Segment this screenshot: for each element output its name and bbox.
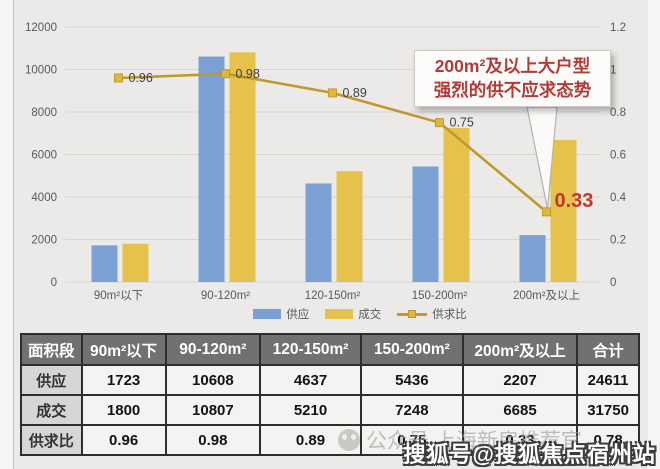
svg-text:0.4: 0.4 (610, 192, 627, 204)
svg-text:0.96: 0.96 (129, 71, 153, 85)
svg-text:0.98: 0.98 (236, 67, 260, 81)
table-cell: 10608 (164, 364, 262, 396)
deals-swatch-icon (325, 309, 354, 319)
legend-label-deals: 成交 (358, 309, 382, 321)
svg-text:0.6: 0.6 (610, 150, 626, 162)
svg-text:8000: 8000 (31, 107, 57, 119)
table-cell: 7248 (359, 394, 464, 426)
svg-text:200m²及以上: 200m²及以上 (513, 289, 580, 302)
table-row-supply: 供应 1723 10608 4637 5436 2207 24611 (20, 364, 640, 396)
svg-text:0.8: 0.8 (610, 107, 626, 119)
table-cell: 31750 (576, 394, 640, 426)
table-cell: 10807 (164, 394, 262, 426)
svg-text:1: 1 (610, 65, 616, 77)
svg-text:4000: 4000 (31, 192, 57, 204)
table-cell: 1723 (80, 364, 167, 396)
table-cell: 4637 (259, 364, 362, 396)
ratio-line-swatch-icon (397, 309, 428, 319)
supply-swatch-icon (253, 309, 282, 319)
legend-item-supply: 供应 (253, 306, 309, 322)
svg-text:6000: 6000 (31, 150, 57, 162)
table-cell: 0.78 (576, 424, 640, 456)
header-area-segment: 面积段 (20, 333, 83, 366)
svg-text:0.89: 0.89 (343, 86, 367, 100)
row-label-deals: 成交 (20, 394, 83, 426)
annotation-line2: 强烈的供不应求态势 (433, 79, 592, 100)
header-120-150: 120-150m² (259, 333, 362, 366)
svg-text:0: 0 (610, 277, 616, 289)
svg-text:150-200m²: 150-200m² (412, 290, 468, 302)
table-cell: 0.98 (164, 424, 262, 456)
annotation-line1: 200m²及以上大户型 (434, 56, 591, 77)
svg-text:0.2: 0.2 (610, 235, 626, 247)
supply-demand-chart: 0 2000 4000 6000 8000 10000 12000 0 0.2 0.4 0.6 0.8… (25, 22, 627, 302)
header-under-90: 90m²以下 (80, 333, 167, 366)
table-cell: 5436 (359, 364, 464, 396)
header-150-200: 150-200m² (359, 333, 464, 366)
table-cell: 0.33 (461, 424, 579, 456)
chart-legend: 供应 成交 供求比 (170, 304, 550, 324)
table-cell: 2207 (461, 364, 579, 396)
svg-text:0: 0 (51, 277, 57, 289)
svg-text:90-120m²: 90-120m² (201, 290, 250, 302)
table-cell: 5210 (259, 394, 362, 426)
svg-text:90m²以下: 90m²以下 (94, 289, 143, 302)
callout-annotation: 200m²及以上大户型 强烈的供不应求态势 (414, 50, 611, 107)
svg-text:10000: 10000 (25, 65, 57, 77)
svg-text:0.75: 0.75 (450, 116, 474, 130)
table-cell: 0.96 (80, 424, 167, 456)
legend-item-deals: 成交 (325, 306, 381, 322)
panda-logo-icon (338, 429, 360, 451)
table-header-row: 面积段 90m²以下 90-120m² 120-150m² 150-200m² … (20, 333, 640, 366)
header-over-200: 200m²及以上 (461, 333, 579, 366)
legend-label-supply: 供应 (286, 309, 310, 321)
header-total: 合计 (576, 333, 640, 366)
row-label-supply: 供应 (20, 364, 83, 396)
watermark-wechat-text: 公众号 上海新房推荐官 (366, 430, 582, 453)
svg-text:120-150m²: 120-150m² (305, 290, 361, 302)
watermark-sohu: 搜狐号@搜狐焦点宿州站 (403, 442, 656, 467)
svg-text:0.33: 0.33 (555, 190, 594, 212)
header-90-120: 90-120m² (164, 333, 262, 366)
svg-text:12000: 12000 (25, 22, 57, 34)
row-label-ratio: 供求比 (20, 424, 83, 456)
table-cell: 0.75 (359, 424, 464, 456)
table-cell: 6685 (461, 394, 579, 426)
table-cell: 24611 (576, 364, 640, 396)
legend-label-ratio: 供求比 (432, 309, 467, 321)
watermark-wechat: 公众号 上海新房推荐官 (338, 425, 582, 455)
table-row-deals: 成交 1800 10807 5210 7248 6685 31750 (20, 394, 640, 426)
table-cell: 1800 (80, 394, 167, 426)
svg-text:2000: 2000 (31, 235, 57, 247)
svg-text:1.2: 1.2 (610, 22, 626, 34)
area-segment-table: 面积段 90m²以下 90-120m² 120-150m² 150-200m² … (20, 333, 640, 456)
legend-item-ratio: 供求比 (397, 306, 467, 322)
